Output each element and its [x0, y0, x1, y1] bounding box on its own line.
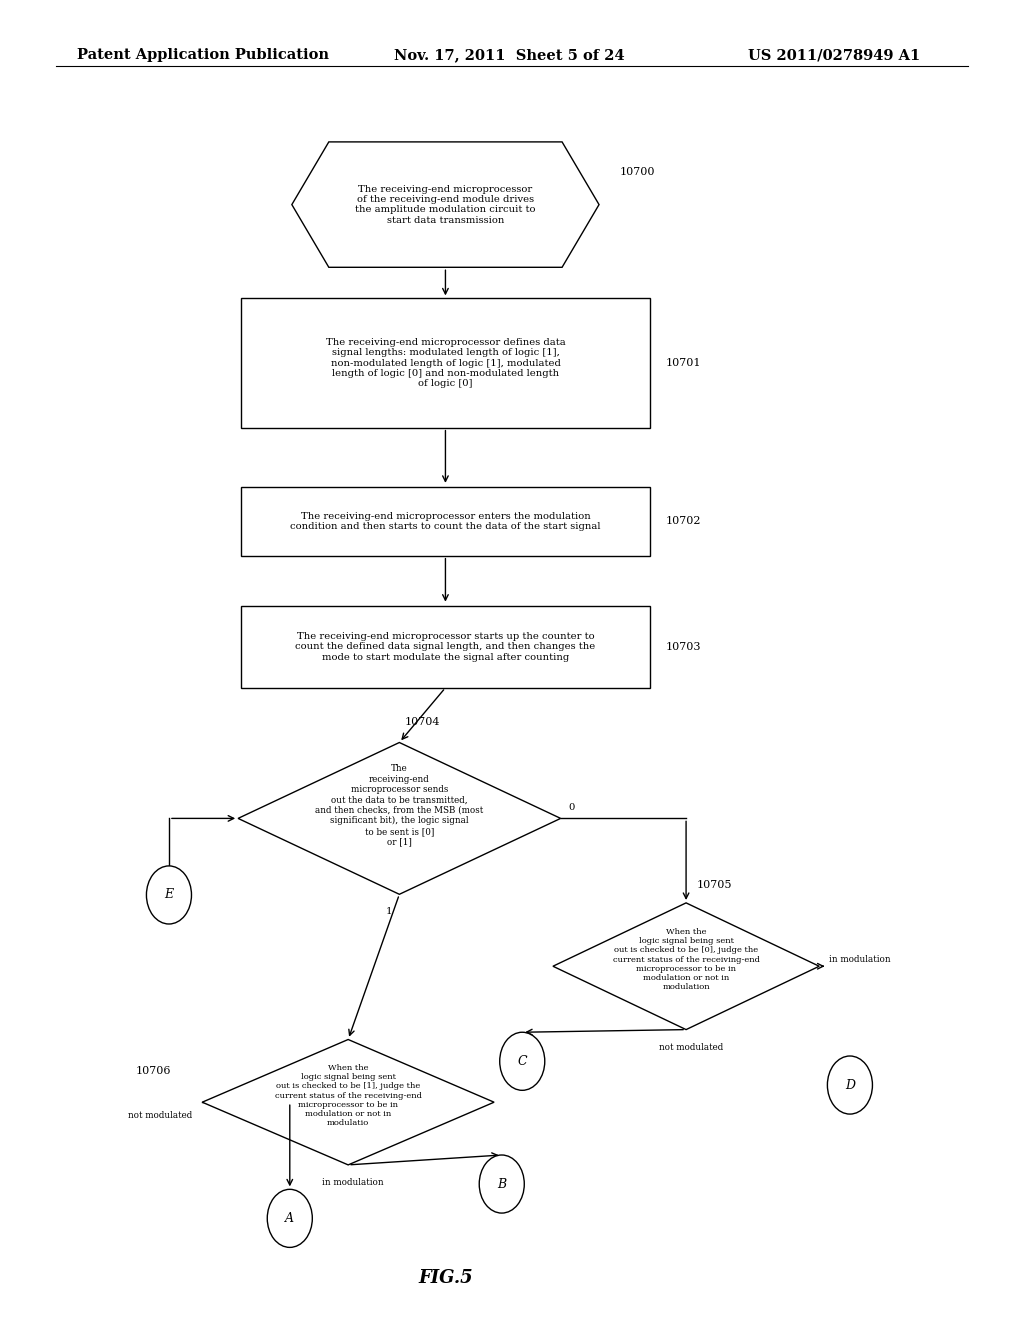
Polygon shape: [553, 903, 819, 1030]
Circle shape: [827, 1056, 872, 1114]
Circle shape: [267, 1189, 312, 1247]
Circle shape: [479, 1155, 524, 1213]
Text: The receiving-end microprocessor defines data
signal lengths: modulated length o: The receiving-end microprocessor defines…: [326, 338, 565, 388]
Text: The receiving-end microprocessor enters the modulation
condition and then starts: The receiving-end microprocessor enters …: [290, 512, 601, 531]
Circle shape: [146, 866, 191, 924]
Polygon shape: [238, 742, 561, 895]
Text: A: A: [286, 1212, 294, 1225]
Text: Nov. 17, 2011  Sheet 5 of 24: Nov. 17, 2011 Sheet 5 of 24: [394, 49, 625, 62]
Text: 0: 0: [569, 804, 575, 812]
Text: 10700: 10700: [620, 166, 655, 177]
Text: When the
logic signal being sent
out is checked to be [0], judge the
current sta: When the logic signal being sent out is …: [612, 928, 760, 991]
Polygon shape: [203, 1040, 495, 1164]
Text: 10703: 10703: [666, 642, 701, 652]
Bar: [241, 298, 650, 428]
Text: 10706: 10706: [136, 1065, 171, 1076]
Bar: [241, 487, 650, 556]
Text: in modulation: in modulation: [829, 956, 891, 964]
Text: 10701: 10701: [666, 358, 701, 368]
Text: 10705: 10705: [696, 879, 732, 890]
Text: When the
logic signal being sent
out is checked to be [1], judge the
current sta: When the logic signal being sent out is …: [274, 1064, 422, 1127]
Polygon shape: [292, 143, 599, 267]
Text: The
receiving-end
microprocessor sends
out the data to be transmitted,
and then : The receiving-end microprocessor sends o…: [315, 764, 483, 846]
Text: 1: 1: [386, 908, 392, 916]
Text: not modulated: not modulated: [128, 1111, 193, 1119]
Text: 10702: 10702: [666, 516, 701, 527]
Bar: [241, 606, 650, 688]
Text: not modulated: not modulated: [659, 1043, 723, 1052]
Text: B: B: [498, 1177, 506, 1191]
Circle shape: [500, 1032, 545, 1090]
Text: US 2011/0278949 A1: US 2011/0278949 A1: [748, 49, 920, 62]
Text: E: E: [165, 888, 173, 902]
Text: 10704: 10704: [404, 717, 440, 726]
Text: The receiving-end microprocessor starts up the counter to
count the defined data: The receiving-end microprocessor starts …: [295, 632, 596, 661]
Text: D: D: [845, 1078, 855, 1092]
Text: The receiving-end microprocessor
of the receiving-end module drives
the amplitud: The receiving-end microprocessor of the …: [355, 185, 536, 224]
Text: in modulation: in modulation: [323, 1177, 384, 1187]
Text: Patent Application Publication: Patent Application Publication: [77, 49, 329, 62]
Text: FIG.5: FIG.5: [418, 1269, 473, 1287]
Text: C: C: [517, 1055, 527, 1068]
